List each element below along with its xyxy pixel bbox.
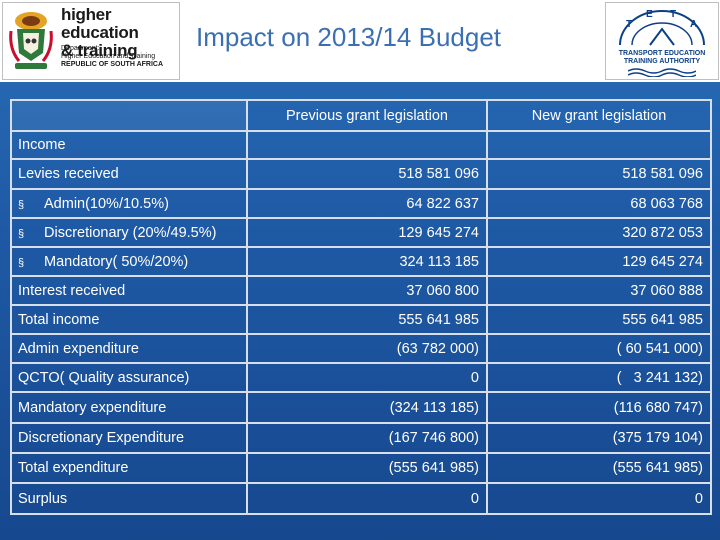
previous-value-cell: 518 581 096	[246, 158, 488, 190]
previous-value-cell: 555 641 985	[246, 304, 488, 335]
row-label: Total income	[18, 311, 100, 328]
previous-value-cell: 37 060 800	[246, 275, 488, 306]
row-label-cell: § Discretionary (20%/49.5%)	[10, 217, 248, 248]
logo-subtitle: Department: Higher Education and Trainin…	[61, 45, 177, 69]
row-label-cell: Levies received	[10, 158, 248, 190]
table-row: Levies received 518 581 096 518 581 096	[10, 158, 712, 190]
logo-title-line1: higher education	[61, 5, 139, 42]
row-label-cell: Discretionary Expenditure	[10, 422, 248, 454]
svg-text:T: T	[670, 9, 676, 20]
bullet-icon: §	[18, 227, 25, 240]
logo-title-line2: & training	[61, 41, 138, 60]
row-label: Surplus	[18, 490, 68, 507]
previous-value-cell: 0	[246, 362, 488, 393]
new-value-cell: (116 680 747)	[486, 391, 712, 424]
table-row: Total income 555 641 985 555 641 985	[10, 304, 712, 335]
waves-icon	[628, 68, 696, 77]
row-label: QCTO( Quality assurance)	[18, 369, 190, 386]
row-label: Admin expenditure	[18, 340, 139, 357]
previous-value-cell: 64 822 637	[246, 188, 488, 219]
row-label-cell: Mandatory expenditure	[10, 391, 248, 424]
new-value-cell: 37 060 888	[486, 275, 712, 306]
coat-of-arms-icon	[9, 12, 53, 69]
page-title: Impact on 2013/14 Budget	[196, 22, 502, 52]
row-label: Discretionary (20%/49.5%)	[44, 224, 217, 241]
row-label: Levies received	[18, 166, 119, 182]
budget-table: Previous grant legislation New grant leg…	[10, 99, 712, 519]
previous-value-cell: 129 645 274	[246, 217, 488, 248]
row-label-cell: Total expenditure	[10, 452, 248, 484]
row-label: Discretionary Expenditure	[18, 430, 185, 446]
table-header-row: Previous grant legislation New grant leg…	[10, 99, 712, 132]
table-row: Total expenditure (555 641 985) (555 641 9…	[10, 452, 712, 484]
row-label-cell: Total income	[10, 304, 248, 335]
logo-dept-name: Higher Education and Training	[61, 53, 156, 60]
row-label: Total expenditure	[18, 460, 129, 476]
svg-text:T: T	[626, 19, 632, 30]
teta-logo: T E T A TRANSPORT EDUCATION TRAINING AUT…	[605, 2, 719, 80]
previous-value-cell: (555 641 985)	[246, 452, 488, 484]
new-value-cell: 320 872 053	[486, 217, 712, 248]
table-row: Admin expenditure (63 782 000)( 60 541 00…	[10, 333, 712, 364]
row-label-cell: § Admin(10%/10.5%)	[10, 188, 248, 219]
table-row: Mandatory expenditure (324 113 185) (116 6…	[10, 391, 712, 424]
table-row: Discretionary Expenditure (167 746 800) (3…	[10, 422, 712, 454]
previous-value-cell: 0	[246, 482, 488, 515]
logo-country: REPUBLIC OF SOUTH AFRICA	[61, 61, 164, 68]
previous-value-cell: (324 113 185)	[246, 391, 488, 424]
section-empty-cell	[246, 130, 488, 160]
table-row: § Admin(10%/10.5%) 64 822 637 68 063 768	[10, 188, 712, 219]
row-label: Mandatory expenditure	[18, 399, 167, 416]
header-empty-cell	[10, 99, 248, 132]
slide-header: higher education & training Department: …	[0, 0, 720, 82]
new-value-cell: 129 645 274	[486, 246, 712, 277]
higher-education-logo: higher education & training Department: …	[2, 2, 180, 80]
teta-name-line2: TRAINING AUTHORITY	[623, 58, 701, 65]
new-value-cell: (375 179 104)	[486, 422, 712, 454]
table-row: § Discretionary (20%/49.5%) 129 645 274 320…	[10, 217, 712, 248]
section-row-income: Income	[10, 130, 712, 160]
column-header-new: New grant legislation	[486, 99, 712, 132]
bullet-icon: §	[18, 256, 25, 269]
new-value-cell: (555 641 985)	[486, 452, 712, 484]
table-row: Surplus 0 0	[10, 482, 712, 515]
table-row: § Mandatory( 50%/20%) 324 113 185 129 645 2…	[10, 246, 712, 277]
bullet-icon: §	[18, 198, 25, 211]
column-header-previous: Previous grant legislation	[246, 99, 488, 132]
row-label: Admin(10%/10.5%)	[44, 195, 169, 212]
section-label: Income	[10, 130, 248, 160]
svg-text:E: E	[646, 9, 653, 20]
row-label-cell: Surplus	[10, 482, 248, 515]
row-label: Mandatory( 50%/20%)	[44, 253, 189, 270]
budget-grid: Previous grant legislation New grant leg…	[10, 99, 712, 515]
teta-emblem-icon: T E T A	[619, 9, 705, 46]
row-label-cell: § Mandatory( 50%/20%)	[10, 246, 248, 277]
previous-value-cell: (63 782 000)	[246, 333, 488, 364]
row-label: Interest received	[18, 282, 126, 299]
row-label-cell: Interest received	[10, 275, 248, 306]
table-row: Interest received 37 060 800 37 060 888	[10, 275, 712, 306]
new-value-cell: 555 641 985	[486, 304, 712, 335]
logo-title: higher education & training	[61, 6, 179, 60]
table-row: QCTO( Quality assurance) 0( 3 241 132)	[10, 362, 712, 393]
teta-name-line1: TRANSPORT EDUCATION	[618, 50, 706, 57]
new-value-cell: ( 3 241 132)	[486, 362, 712, 393]
teta-name: TRANSPORT EDUCATION TRAINING AUTHORITY	[606, 50, 718, 66]
logo-department: Department:	[61, 45, 100, 52]
new-value-cell: 0	[486, 482, 712, 515]
previous-value-cell: 324 113 185	[246, 246, 488, 277]
section-empty-cell	[486, 130, 712, 160]
new-value-cell: 68 063 768	[486, 188, 712, 219]
previous-value-cell: (167 746 800)	[246, 422, 488, 454]
new-value-cell: ( 60 541 000)	[486, 333, 712, 364]
new-value-cell: 518 581 096	[486, 158, 712, 190]
row-label-cell: Admin expenditure	[10, 333, 248, 364]
row-label-cell: QCTO( Quality assurance)	[10, 362, 248, 393]
svg-text:A: A	[690, 19, 697, 30]
